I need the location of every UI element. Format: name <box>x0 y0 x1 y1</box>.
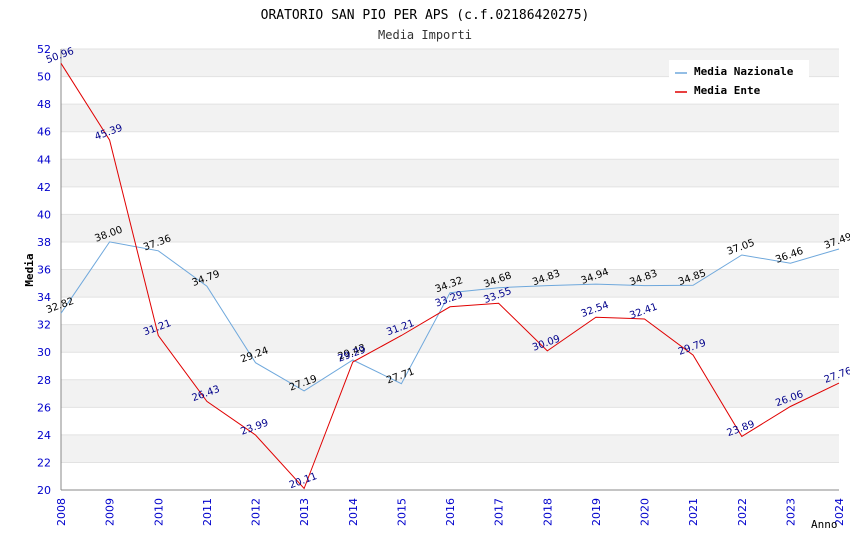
grid-band <box>61 324 839 353</box>
x-tick-label: 2019 <box>590 498 603 526</box>
chart-title: ORATORIO SAN PIO PER APS (c.f.0218642027… <box>261 8 590 23</box>
grid-band <box>61 159 839 187</box>
y-tick-label: 28 <box>37 374 51 387</box>
x-tick-label: 2021 <box>687 498 700 526</box>
x-tick-label: 2011 <box>201 498 214 526</box>
x-tick-label: 2023 <box>784 498 797 526</box>
y-tick-label: 52 <box>37 43 51 56</box>
y-tick-label: 26 <box>37 401 51 414</box>
x-tick-label: 2024 <box>833 498 846 526</box>
y-tick-label: 30 <box>37 346 51 359</box>
y-tick-label: 24 <box>37 429 51 442</box>
y-tick-label: 46 <box>37 126 51 139</box>
y-tick-label: 36 <box>37 264 51 277</box>
x-tick-label: 2014 <box>347 498 360 526</box>
legend-box <box>669 60 809 102</box>
y-tick-label: 20 <box>37 484 51 497</box>
x-tick-label: 2012 <box>250 498 263 526</box>
grid-band <box>61 214 839 242</box>
x-tick-label: 2022 <box>736 498 749 526</box>
x-tick-label: 2016 <box>444 498 457 526</box>
x-tick-label: 2013 <box>298 498 311 526</box>
x-tick-label: 2017 <box>493 498 506 526</box>
plot-background <box>60 48 839 491</box>
y-tick-label: 50 <box>37 71 51 84</box>
x-tick-label: 2010 <box>152 498 165 526</box>
grid-band <box>61 104 839 132</box>
legend-label-media-ente: Media Ente <box>694 84 761 97</box>
y-tick-label: 38 <box>37 236 51 249</box>
series-line-media-nazionale <box>60 241 840 392</box>
x-tick-label: 2018 <box>541 498 554 526</box>
y-tick-label: 22 <box>37 456 51 469</box>
y-tick-label: 44 <box>37 153 51 166</box>
x-axis: 2008 2009 2010 2011 2012 2013 2014 2015 2016 2017… <box>55 498 846 526</box>
series-line-media-ente <box>60 63 840 490</box>
y-tick-label: 40 <box>37 208 51 221</box>
x-tick-label: 2008 <box>55 498 68 526</box>
x-tick-label: 2020 <box>639 498 652 526</box>
x-tick-label: 2015 <box>395 498 408 526</box>
y-tick-label: 48 <box>37 98 51 111</box>
x-axis-label: Anno <box>811 518 838 531</box>
grid-band <box>61 434 839 463</box>
legend: Media Nazionale Media Ente <box>669 60 809 102</box>
y-tick-label: 42 <box>37 181 51 194</box>
x-tick-label: 2009 <box>104 498 117 526</box>
chart-subtitle: Media Importi <box>378 28 472 42</box>
y-tick-label: 34 <box>37 291 51 304</box>
y-axis: 20 22 24 26 28 30 32 34 36 38 40 42 44 46 48 50 52 <box>37 43 51 497</box>
y-tick-label: 32 <box>37 319 51 332</box>
legend-label-media-nazionale: Media Nazionale <box>694 65 794 78</box>
grid-band <box>61 379 839 408</box>
y-axis-label: Media <box>23 253 36 286</box>
series-lines <box>60 63 840 490</box>
